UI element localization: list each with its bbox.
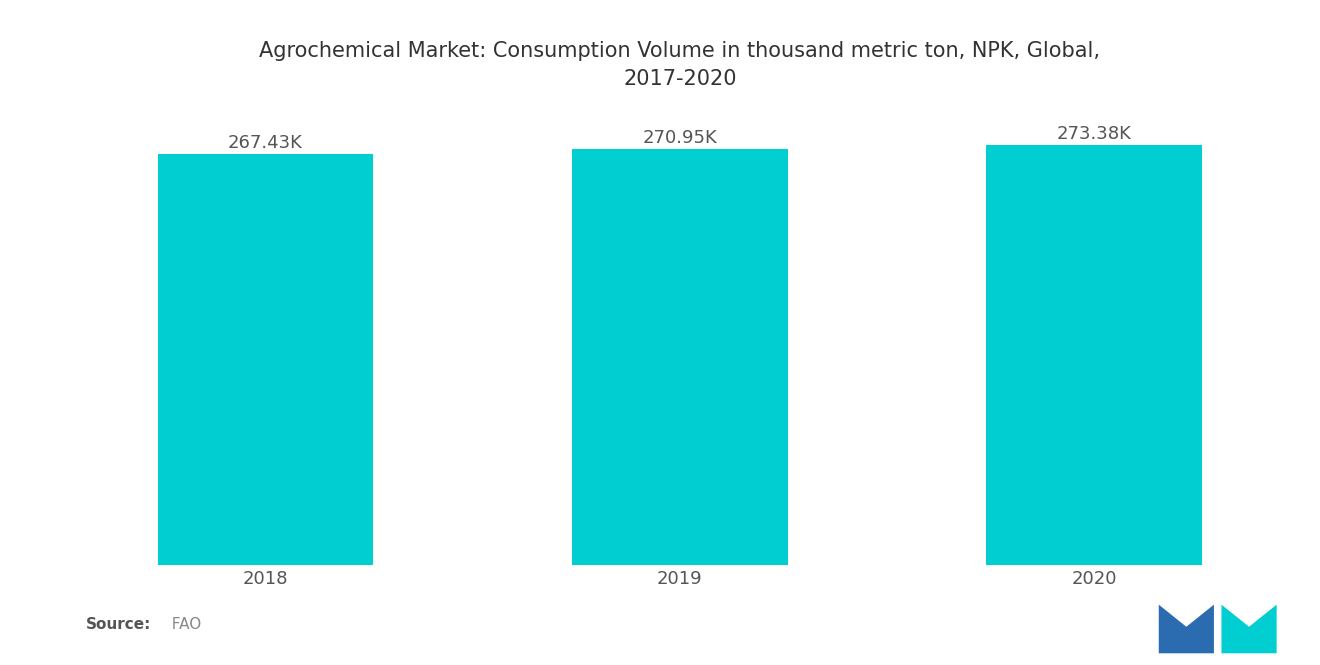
Text: 267.43K: 267.43K (228, 134, 304, 152)
Polygon shape (1159, 604, 1214, 653)
Text: 270.95K: 270.95K (643, 128, 717, 147)
Bar (986, 145, 1201, 565)
Text: FAO: FAO (162, 616, 202, 632)
Title: Agrochemical Market: Consumption Volume in thousand metric ton, NPK, Global,
201: Agrochemical Market: Consumption Volume … (259, 41, 1101, 89)
Bar (158, 154, 374, 565)
Text: Source:: Source: (86, 616, 152, 632)
Bar (572, 149, 788, 565)
Polygon shape (1221, 604, 1276, 653)
Text: 273.38K: 273.38K (1056, 125, 1131, 143)
